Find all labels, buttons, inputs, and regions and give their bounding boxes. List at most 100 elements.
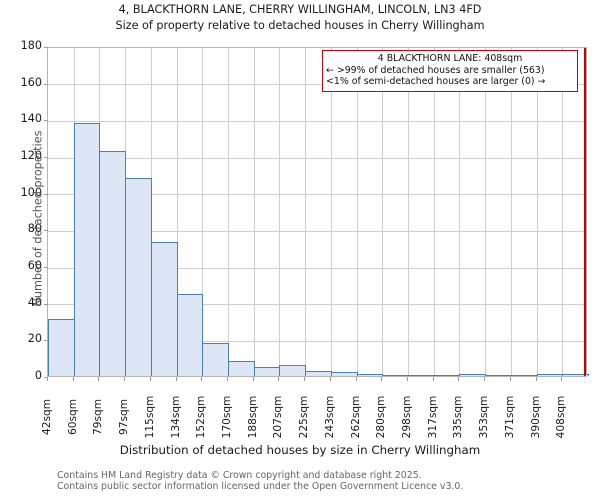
- y-tick-label: 0: [34, 369, 42, 382]
- histogram-bar: [382, 374, 409, 376]
- gridline-vertical: [562, 48, 563, 376]
- gridline-vertical: [408, 48, 409, 376]
- gridline-vertical: [459, 48, 460, 376]
- y-tick-mark: [44, 340, 48, 342]
- gridline-vertical: [228, 48, 229, 376]
- annotation-smaller-pct: ← >99% of detached houses are smaller (5…: [326, 64, 545, 76]
- x-tick-label: 243sqm: [323, 395, 336, 439]
- x-tick-label: 115sqm: [143, 395, 156, 439]
- histogram-bars: [48, 48, 589, 376]
- gridline-horizontal: [48, 267, 586, 269]
- footer-attribution: Contains HM Land Registry data © Crown c…: [57, 470, 597, 492]
- annotation-larger-pct: <1% of semi-detached houses are larger (…: [326, 76, 546, 87]
- histogram-bar: [356, 374, 384, 376]
- histogram-bar: [485, 374, 512, 376]
- histogram-bar: [408, 374, 435, 376]
- footer-line-2: Contains public sector information licen…: [57, 481, 464, 492]
- y-axis-title: Number of detached properties: [31, 130, 45, 307]
- histogram-bar: [510, 374, 538, 376]
- histogram-bar: [150, 242, 178, 376]
- gridline-horizontal: [48, 157, 586, 159]
- y-tick-mark: [44, 83, 48, 85]
- x-tick-mark: [227, 377, 228, 381]
- x-tick-label: 371sqm: [503, 395, 516, 439]
- y-tick-mark: [44, 157, 48, 158]
- y-axis-tick-labels: 0 20 40 60 80 100 120 140 160 180: [0, 0, 44, 500]
- y-tick-label: 140: [20, 112, 42, 126]
- gridline-vertical: [485, 48, 486, 376]
- x-tick-mark: [458, 377, 460, 381]
- x-tick-mark: [432, 377, 434, 381]
- gridline-horizontal: [48, 194, 586, 196]
- histogram-bar: [176, 293, 204, 376]
- y-tick-label: 100: [20, 185, 42, 199]
- y-tick-mark: [44, 120, 48, 122]
- x-tick-mark: [252, 377, 254, 381]
- gridline-vertical: [279, 48, 280, 376]
- y-tick-label: 20: [27, 332, 42, 346]
- x-axis-title: Distribution of detached houses by size …: [119, 443, 481, 457]
- histogram-bar: [73, 123, 101, 376]
- histogram-bar: [536, 374, 564, 376]
- gridline-horizontal: [48, 120, 586, 122]
- x-tick-label: 408sqm: [555, 395, 568, 439]
- gridline-vertical: [511, 48, 512, 376]
- gridline-horizontal: [48, 304, 586, 306]
- gridline-vertical: [202, 48, 203, 376]
- y-tick-mark: [44, 47, 48, 48]
- x-tick-label: 134sqm: [169, 395, 182, 439]
- histogram-bar: [433, 374, 461, 376]
- x-tick-label: 42sqm: [41, 398, 53, 436]
- x-tick-label: 152sqm: [195, 395, 208, 439]
- gridline-vertical: [357, 48, 358, 376]
- x-tick-label: 298sqm: [401, 395, 413, 439]
- x-tick-label: 60sqm: [66, 398, 79, 436]
- y-tick-mark: [44, 230, 48, 232]
- footer-line-1: Contains HM Land Registry data © Crown c…: [57, 470, 422, 481]
- x-tick-mark: [304, 377, 306, 381]
- gridline-vertical: [331, 48, 332, 376]
- histogram-bar: [48, 319, 75, 376]
- x-tick-mark: [381, 377, 383, 381]
- gridline-vertical: [254, 48, 255, 376]
- histogram-bar: [125, 178, 152, 376]
- histogram-bar: [330, 372, 358, 376]
- x-tick-mark: [484, 377, 486, 381]
- x-tick-label: 207sqm: [272, 395, 285, 439]
- x-tick-mark: [509, 377, 511, 381]
- x-tick-mark: [355, 377, 357, 381]
- y-tick-label: 160: [20, 75, 42, 89]
- y-tick-label: 60: [27, 259, 42, 272]
- x-tick-mark: [278, 377, 280, 381]
- gridline-horizontal: [48, 84, 586, 86]
- gridline-vertical: [382, 48, 383, 376]
- chart-title-block: 4, BLACKTHORN LANE, CHERRY WILLINGHAM, L…: [0, 2, 600, 34]
- x-tick-mark: [175, 377, 177, 381]
- x-tick-label: 170sqm: [221, 395, 233, 439]
- x-tick-mark: [407, 377, 408, 381]
- histogram-bar: [562, 374, 589, 376]
- gridline-horizontal: [48, 340, 586, 342]
- y-tick-label: 80: [27, 222, 42, 236]
- y-tick-label: 180: [20, 39, 42, 52]
- y-tick-mark: [44, 303, 48, 305]
- histogram-bar: [228, 361, 255, 376]
- histogram-bar: [459, 374, 487, 376]
- x-tick-mark: [535, 377, 537, 381]
- gridline-vertical: [177, 48, 178, 376]
- x-tick-label: 79sqm: [92, 398, 105, 436]
- annotation-property-size: 4 BLACKTHORN LANE: 408sqm: [377, 53, 523, 64]
- histogram-bar: [202, 343, 229, 376]
- y-tick-mark: [44, 267, 48, 268]
- x-tick-label: 317sqm: [426, 395, 439, 439]
- histogram-bar: [279, 365, 307, 376]
- x-tick-label: 97sqm: [118, 398, 131, 436]
- chart-title-line-2: Size of property relative to detached ho…: [115, 19, 485, 32]
- x-tick-label: 335sqm: [452, 395, 465, 439]
- gridline-vertical: [305, 48, 306, 376]
- x-tick-label: 262sqm: [349, 395, 362, 439]
- x-tick-mark: [98, 377, 100, 381]
- y-tick-label: 120: [20, 149, 42, 162]
- x-tick-mark: [72, 377, 74, 381]
- x-tick-mark: [329, 377, 331, 381]
